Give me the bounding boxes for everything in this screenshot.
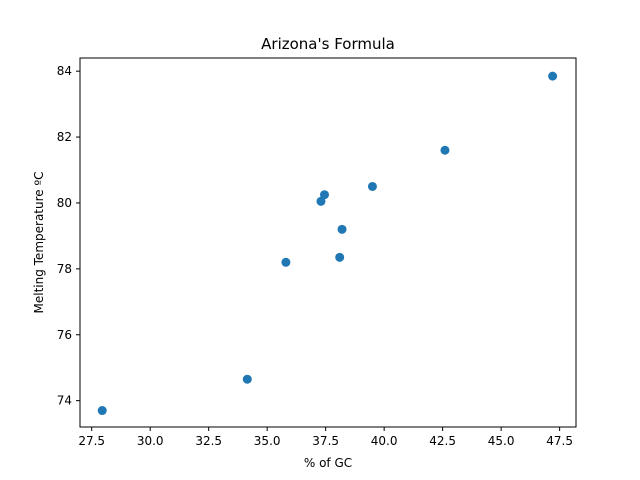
x-axis-ticks: 27.5 30.0 32.5 35.0 37.5 40.0 42.5 45.0 47.5 [78,427,573,448]
y-tick-label-4: 80 [57,196,72,210]
y-axis-label: Melting Temperature ºC [32,171,46,313]
x-tick-label-8: 45.0 [488,434,515,448]
x-tick-label-3: 32.5 [195,434,222,448]
x-axis-label: % of GC [304,456,352,470]
data-point-1 [97,406,107,416]
x-tick-label-5: 37.5 [312,434,339,448]
x-tick-label-7: 42.5 [429,434,456,448]
data-point-5 [319,190,329,200]
y-tick-label-2: 76 [57,328,72,342]
data-point-6 [335,252,345,262]
y-tick-label-6: 84 [57,64,72,78]
data-point-4 [316,196,326,206]
x-tick-label-4: 35.0 [254,434,281,448]
x-tick-label-9: 47.5 [546,434,573,448]
y-tick-label-1: 74 [57,394,72,408]
chart-title: Arizona's Formula [261,35,395,53]
data-point-10 [548,71,558,81]
data-point-7 [337,224,347,234]
x-tick-label-2: 30.0 [137,434,164,448]
data-point-3 [281,257,291,267]
data-point-2 [242,374,252,384]
x-tick-label-1: 27.5 [78,434,105,448]
y-tick-label-5: 82 [57,130,72,144]
y-tick-label-3: 78 [57,262,72,276]
data-point-8 [367,181,377,191]
x-tick-label-6: 40.0 [371,434,398,448]
y-axis-ticks: 74 76 78 80 82 84 [57,64,80,408]
data-point-9 [440,145,450,155]
plot-frame [79,57,577,428]
points-layer [97,71,558,416]
